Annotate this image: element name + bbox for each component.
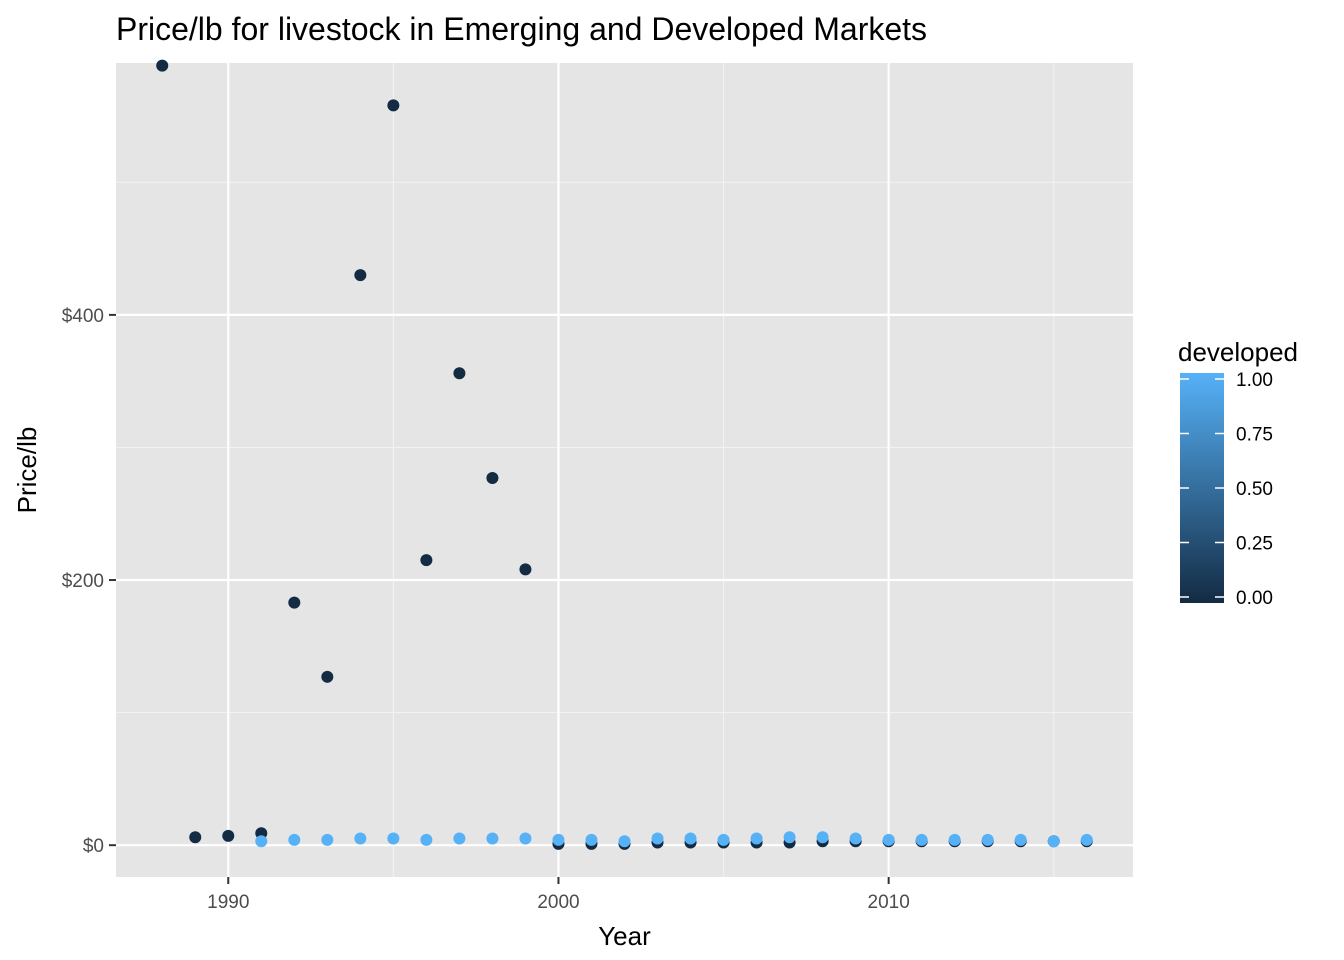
data-point — [684, 832, 697, 845]
y-tick-label: $400 — [62, 306, 104, 327]
legend-label: 0.75 — [1236, 425, 1273, 446]
x-tick-label: 1990 — [207, 892, 249, 913]
data-point — [354, 832, 367, 845]
legend-ticks: 1.00 0.75 0.50 0.25 0.00 — [1180, 370, 1273, 609]
data-point — [552, 833, 565, 846]
data-point — [981, 833, 994, 846]
minor-gridlines — [116, 63, 1133, 877]
legend-title: developed — [1178, 337, 1298, 367]
data-point — [519, 832, 532, 845]
legend-label: 0.25 — [1236, 534, 1273, 555]
data-point — [783, 831, 796, 844]
y-axis: $0 $200 $400 — [62, 306, 116, 857]
major-gridlines — [116, 63, 1133, 877]
y-axis-title: Price/lb — [12, 427, 42, 514]
x-axis-title: Year — [598, 921, 651, 951]
data-point — [1014, 833, 1027, 846]
data-point — [486, 471, 499, 484]
data-point — [420, 554, 433, 567]
data-point — [288, 833, 301, 846]
data-point — [156, 59, 169, 72]
data-point — [1047, 835, 1060, 848]
data-point — [618, 835, 631, 848]
data-point — [453, 832, 466, 845]
x-axis: 1990 2000 2010 — [207, 877, 910, 913]
legend-label: 0.50 — [1236, 479, 1273, 500]
data-point — [354, 269, 367, 282]
data-point — [321, 670, 334, 683]
data-point — [717, 833, 730, 846]
data-point — [519, 563, 532, 576]
data-point — [189, 831, 202, 844]
data-point — [585, 833, 598, 846]
legend-label: 1.00 — [1236, 370, 1273, 391]
y-tick-label: $0 — [83, 836, 104, 857]
data-point — [453, 367, 466, 380]
data-point — [387, 832, 400, 845]
legend: developed 1.00 0.75 0.50 0.25 0.00 — [1178, 337, 1298, 609]
data-point — [915, 833, 928, 846]
data-point — [255, 835, 268, 848]
plot-panel — [116, 63, 1133, 877]
chart-title: Price/lb for livestock in Emerging and D… — [116, 11, 927, 47]
data-point — [1080, 833, 1093, 846]
data-point — [387, 99, 400, 112]
data-point — [750, 832, 763, 845]
data-points — [156, 59, 1093, 850]
data-point — [651, 832, 664, 845]
data-point — [288, 596, 301, 609]
data-point — [948, 833, 961, 846]
x-tick-label: 2000 — [537, 892, 579, 913]
y-tick-label: $200 — [62, 571, 104, 592]
legend-label: 0.00 — [1236, 588, 1273, 609]
data-point — [420, 833, 433, 846]
data-point — [222, 829, 235, 842]
data-point — [849, 832, 862, 845]
data-point — [486, 832, 499, 845]
data-point — [816, 831, 829, 844]
x-tick-label: 2010 — [868, 892, 910, 913]
data-point — [882, 833, 895, 846]
data-point — [321, 833, 334, 846]
